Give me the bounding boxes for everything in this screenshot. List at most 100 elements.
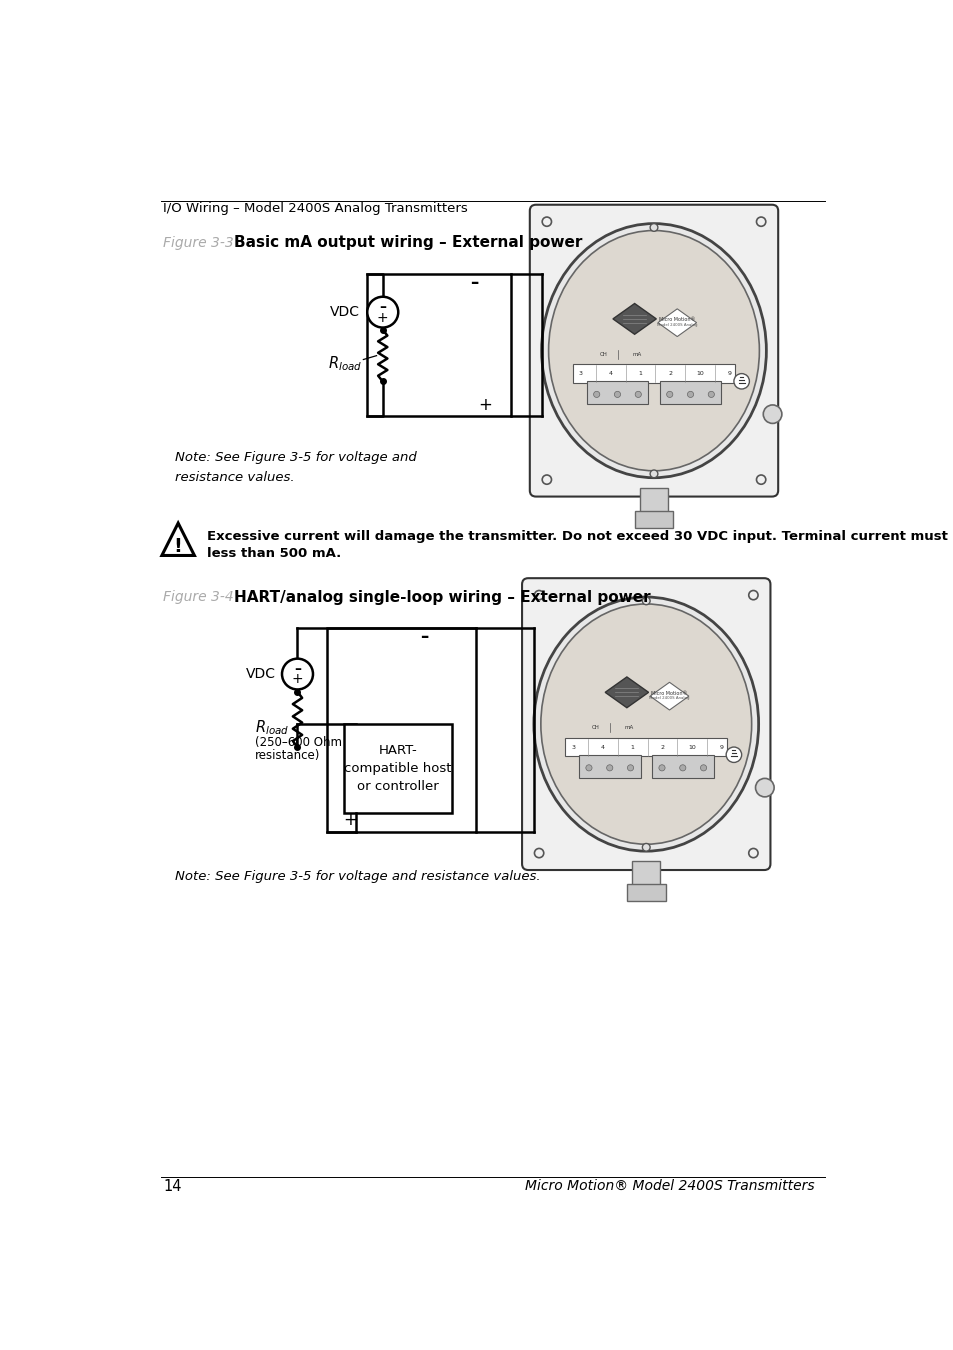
- Text: (250–600 Ohm: (250–600 Ohm: [254, 736, 341, 749]
- Circle shape: [367, 297, 397, 328]
- Text: CH: CH: [598, 352, 607, 356]
- Text: +: +: [478, 396, 492, 413]
- Circle shape: [641, 844, 649, 850]
- Circle shape: [585, 764, 592, 771]
- Bar: [565, 738, 726, 756]
- Circle shape: [687, 392, 693, 397]
- Text: 10: 10: [696, 371, 703, 377]
- Text: –: –: [294, 662, 301, 675]
- Circle shape: [756, 475, 765, 485]
- Text: –: –: [379, 300, 386, 313]
- Circle shape: [659, 764, 664, 771]
- Text: –: –: [469, 274, 477, 292]
- Text: I/O Wiring – Model 2400S Analog Transmitters: I/O Wiring – Model 2400S Analog Transmit…: [163, 202, 468, 216]
- Text: Note: See Figure 3-5 for voltage and
resistance values.: Note: See Figure 3-5 for voltage and res…: [174, 451, 416, 483]
- Text: 10: 10: [688, 745, 696, 749]
- Text: HART/analog single-loop wiring – External power: HART/analog single-loop wiring – Externa…: [233, 590, 650, 605]
- Text: $R_{load}$: $R_{load}$: [328, 354, 362, 373]
- Circle shape: [635, 392, 640, 397]
- Text: 9: 9: [720, 745, 723, 749]
- Text: 9: 9: [727, 371, 731, 377]
- Polygon shape: [658, 309, 696, 336]
- Text: +: +: [376, 310, 388, 324]
- Text: Micro Motion® Model 2400S Transmitters: Micro Motion® Model 2400S Transmitters: [524, 1179, 814, 1193]
- Polygon shape: [604, 676, 648, 707]
- Text: Excessive current will damage the transmitter. Do not exceed 30 VDC input. Termi: Excessive current will damage the transm…: [207, 531, 953, 543]
- Text: !: !: [173, 537, 182, 556]
- Ellipse shape: [534, 597, 758, 850]
- Text: resistance): resistance): [254, 749, 320, 763]
- Circle shape: [755, 779, 773, 796]
- Text: +: +: [292, 672, 303, 686]
- Bar: [659, 381, 720, 405]
- Text: Model 2400S Analog: Model 2400S Analog: [657, 323, 697, 327]
- Text: VDC: VDC: [329, 305, 359, 319]
- Text: –: –: [420, 628, 428, 647]
- Circle shape: [762, 405, 781, 424]
- Circle shape: [700, 764, 706, 771]
- Bar: [367, 274, 510, 416]
- Bar: [634, 510, 673, 528]
- Text: 3: 3: [578, 371, 582, 377]
- Circle shape: [541, 217, 551, 227]
- Circle shape: [593, 392, 599, 397]
- FancyBboxPatch shape: [521, 578, 770, 869]
- Circle shape: [649, 470, 658, 478]
- Bar: [578, 755, 640, 778]
- Bar: [626, 884, 665, 902]
- Bar: [639, 487, 667, 513]
- Ellipse shape: [540, 603, 751, 844]
- Circle shape: [606, 764, 612, 771]
- Circle shape: [282, 659, 313, 690]
- Circle shape: [679, 764, 685, 771]
- Circle shape: [534, 848, 543, 857]
- Text: CH: CH: [591, 725, 599, 730]
- Text: 2: 2: [668, 371, 672, 377]
- Circle shape: [541, 475, 551, 485]
- Text: Basic mA output wiring – External power: Basic mA output wiring – External power: [233, 235, 581, 250]
- Circle shape: [748, 590, 758, 599]
- Bar: [344, 724, 452, 813]
- Text: $R_{load}$: $R_{load}$: [254, 718, 289, 737]
- Text: Figure 3-4: Figure 3-4: [163, 590, 233, 603]
- Bar: [586, 381, 648, 405]
- Text: 3: 3: [571, 745, 575, 749]
- Text: Note: See Figure 3-5 for voltage and resistance values.: Note: See Figure 3-5 for voltage and res…: [174, 871, 540, 883]
- Text: +: +: [343, 811, 356, 829]
- Circle shape: [614, 392, 620, 397]
- Text: Micro Motion®: Micro Motion®: [651, 691, 687, 695]
- Text: 14: 14: [163, 1179, 182, 1193]
- Text: less than 500 mA.: less than 500 mA.: [207, 547, 341, 560]
- Polygon shape: [162, 524, 194, 555]
- Bar: [651, 755, 713, 778]
- Text: 2: 2: [659, 745, 664, 749]
- Circle shape: [756, 217, 765, 227]
- Circle shape: [627, 764, 633, 771]
- Text: Figure 3-3: Figure 3-3: [163, 236, 233, 250]
- Bar: [327, 628, 476, 832]
- Circle shape: [733, 374, 749, 389]
- Circle shape: [748, 848, 758, 857]
- Bar: [573, 364, 734, 383]
- Text: 4: 4: [600, 745, 604, 749]
- Circle shape: [534, 590, 543, 599]
- Text: 1: 1: [630, 745, 634, 749]
- Text: 4: 4: [608, 371, 612, 377]
- Circle shape: [666, 392, 672, 397]
- Circle shape: [725, 747, 740, 763]
- Bar: [632, 861, 659, 886]
- Text: Micro Motion®: Micro Motion®: [659, 317, 695, 323]
- Text: mA: mA: [624, 725, 634, 730]
- Circle shape: [641, 597, 649, 605]
- Text: mA: mA: [632, 352, 641, 356]
- Polygon shape: [649, 682, 688, 710]
- Text: VDC: VDC: [246, 667, 275, 680]
- FancyBboxPatch shape: [529, 205, 778, 497]
- Circle shape: [649, 224, 658, 231]
- Ellipse shape: [541, 224, 765, 478]
- Text: Model 2400S Analog: Model 2400S Analog: [649, 697, 689, 701]
- Polygon shape: [612, 304, 656, 335]
- Text: 1: 1: [638, 371, 641, 377]
- Text: HART-
compatible host
or controller: HART- compatible host or controller: [344, 744, 452, 792]
- Circle shape: [707, 392, 714, 397]
